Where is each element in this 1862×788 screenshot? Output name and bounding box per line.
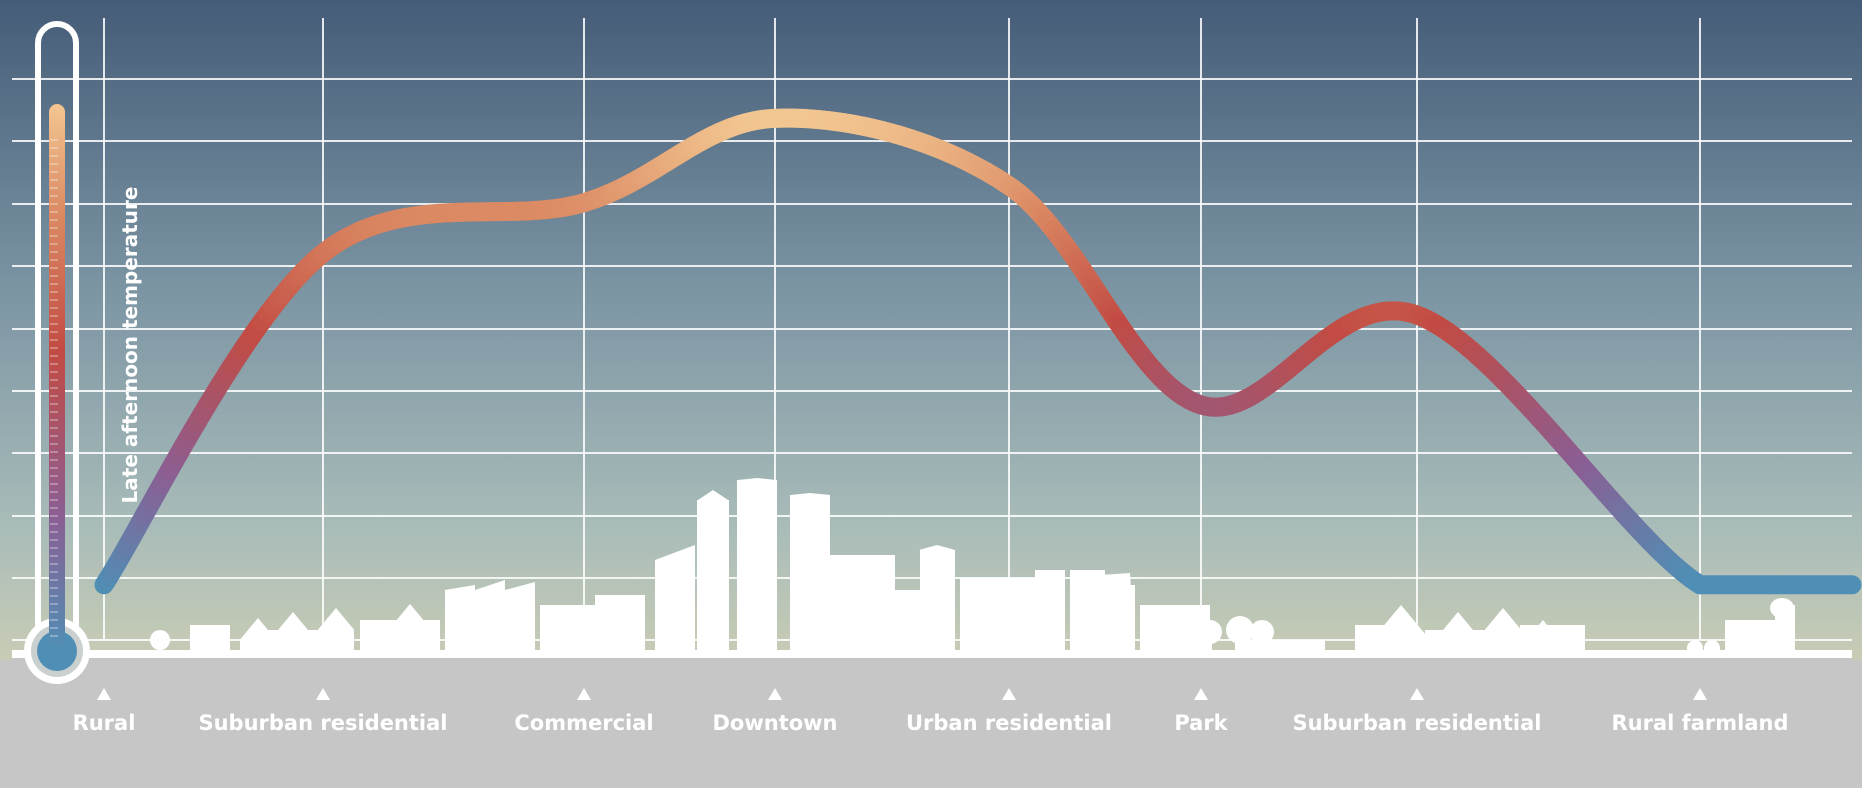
category-label: Rural farmland	[1611, 711, 1788, 735]
skyline-building	[790, 495, 830, 655]
skyline-building	[445, 590, 535, 655]
skyline-building	[830, 555, 895, 655]
category-label: Suburban residential	[1292, 711, 1541, 735]
category-label: Suburban residential	[198, 711, 447, 735]
skyline-building	[595, 595, 645, 655]
y-axis-title: Late afternoon temperature	[118, 187, 142, 504]
silo-dome	[1770, 598, 1794, 618]
category-label: Downtown	[712, 711, 837, 735]
skyline-building	[540, 605, 600, 655]
ground-line	[12, 650, 1852, 658]
skyline-building	[697, 500, 729, 655]
category-label: Commercial	[514, 711, 653, 735]
skyline-building	[1035, 570, 1065, 655]
category-label: Rural	[73, 711, 136, 735]
category-labels: Rural Suburban residential Commercial Downt…	[73, 711, 1789, 735]
category-label: Urban residential	[906, 711, 1112, 735]
skyline-building	[737, 480, 777, 655]
skyline-building	[920, 550, 955, 655]
category-label: Park	[1174, 711, 1228, 735]
